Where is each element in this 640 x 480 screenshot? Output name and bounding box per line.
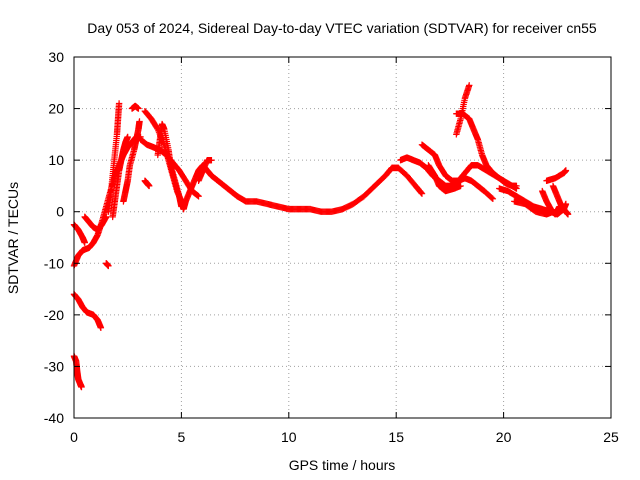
data-point	[562, 167, 570, 174]
data-series-arc	[70, 221, 88, 246]
data-series-arc	[543, 167, 570, 184]
data-point	[103, 213, 110, 221]
data-series-arc	[154, 120, 185, 210]
data-point	[145, 182, 153, 190]
data-point	[466, 82, 473, 89]
data-point	[81, 239, 88, 246]
x-tick-label: 10	[281, 429, 297, 445]
data-point	[124, 133, 131, 141]
x-tick-label: 5	[178, 429, 186, 445]
chart-title: Day 053 of 2024, Sidereal Day-to-day VTE…	[87, 20, 597, 36]
plot-frame	[73, 56, 612, 419]
data-series-arc	[141, 177, 153, 190]
data-series-arc	[549, 182, 572, 218]
y-tick-label: -40	[44, 410, 64, 426]
data-series-arc	[539, 187, 563, 218]
data-point	[78, 383, 85, 391]
data-series-arc	[109, 133, 131, 221]
data-point	[97, 324, 105, 331]
axis-ticks: 0 5 10 15 20 25 -40 -30 -20 -10 0 10 20 30	[44, 49, 619, 445]
data-point	[418, 189, 425, 197]
x-axis-label: GPS time / hours	[289, 457, 396, 473]
data-point	[489, 195, 497, 203]
data-point	[418, 190, 426, 197]
x-tick-label: 15	[388, 429, 404, 445]
data-series-arc	[105, 100, 123, 215]
data-series-arc	[418, 141, 497, 203]
data-series-arc	[103, 260, 112, 270]
data-point	[208, 156, 215, 164]
data-point	[105, 262, 112, 270]
data-series-arc	[425, 162, 464, 195]
data-point	[513, 182, 520, 190]
data-point	[195, 193, 202, 200]
data-point	[488, 194, 496, 202]
data-series-arc	[120, 118, 143, 205]
data-point	[135, 105, 142, 112]
data-series-arc	[70, 291, 105, 331]
data-point	[178, 203, 185, 210]
data-series-arc	[453, 82, 473, 138]
data-series-arc	[128, 102, 142, 112]
y-tick-label: 0	[56, 204, 64, 220]
data-series-arc	[70, 352, 85, 391]
data-series-arc	[81, 213, 110, 233]
data-point	[564, 211, 572, 218]
y-tick-label: 10	[48, 152, 64, 168]
data-point	[457, 182, 464, 190]
y-tick-label: 20	[48, 101, 64, 117]
data-series-arc	[453, 110, 520, 190]
x-tick-label: 0	[70, 429, 78, 445]
y-tick-label: -10	[44, 255, 64, 271]
data-point	[136, 118, 143, 125]
data-series-arc	[511, 198, 557, 218]
y-tick-label: 30	[48, 49, 64, 65]
y-axis-label: SDTVAR / TECUs	[5, 182, 21, 294]
data-series-arc	[195, 156, 215, 184]
x-tick-label: 25	[603, 429, 619, 445]
grid	[74, 57, 611, 418]
y-tick-label: -20	[44, 307, 64, 323]
y-tick-label: -30	[44, 358, 64, 374]
data-point	[115, 100, 123, 107]
data-series-arc	[141, 107, 426, 215]
data-series	[70, 82, 572, 391]
x-tick-label: 20	[496, 429, 512, 445]
